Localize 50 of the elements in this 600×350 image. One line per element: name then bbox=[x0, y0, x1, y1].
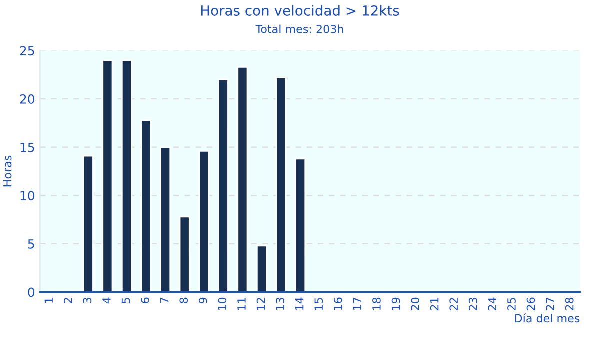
x-tick-label: 14 bbox=[296, 298, 304, 310]
bar bbox=[237, 66, 248, 292]
chart-subtitle: Total mes: 203h bbox=[256, 24, 344, 34]
x-tick-label: 12 bbox=[256, 298, 266, 310]
x-tick-label: 11 bbox=[238, 298, 246, 310]
x-tick-label: 28 bbox=[565, 298, 574, 310]
x-tick-label: 23 bbox=[468, 298, 478, 310]
x-tick-label: 10 bbox=[218, 298, 227, 310]
bar bbox=[121, 60, 132, 292]
bar bbox=[218, 79, 229, 292]
y-axis-title: Horas bbox=[3, 156, 12, 187]
x-tick-label: 4 bbox=[102, 298, 111, 304]
bar bbox=[160, 146, 172, 292]
bar bbox=[82, 155, 94, 292]
x-tick-label: 22 bbox=[450, 298, 458, 310]
x-tick-label: 13 bbox=[276, 298, 284, 310]
bar bbox=[102, 60, 114, 292]
x-tick-label: 20 bbox=[411, 298, 420, 310]
x-tick-label: 21 bbox=[430, 298, 439, 310]
x-tick-label: 24 bbox=[488, 298, 496, 310]
y-tick-label: 25 bbox=[20, 46, 34, 56]
x-tick-label: 3 bbox=[83, 298, 92, 304]
y-tick-label: 20 bbox=[20, 94, 35, 104]
x-tick-label: 15 bbox=[314, 298, 324, 310]
y-tick-label: 10 bbox=[20, 191, 35, 201]
x-tick-label: 8 bbox=[180, 298, 188, 304]
x-tick-label: 16 bbox=[334, 298, 342, 310]
x-tick-label: 5 bbox=[122, 298, 130, 304]
x-tick-label: 6 bbox=[141, 298, 150, 304]
x-tick-label: 25 bbox=[508, 298, 516, 310]
bar bbox=[256, 245, 268, 292]
bar bbox=[276, 77, 287, 292]
bar bbox=[198, 150, 210, 292]
x-tick-label: 19 bbox=[392, 298, 400, 310]
x-tick-label: 17 bbox=[353, 298, 362, 310]
x-tick-label: 9 bbox=[198, 298, 208, 304]
bar bbox=[140, 120, 152, 292]
x-tick-label: 7 bbox=[160, 298, 169, 304]
x-tick-label: 26 bbox=[526, 298, 536, 310]
x-tick-label: 27 bbox=[546, 298, 554, 310]
bar bbox=[179, 216, 190, 292]
x-tick-label: 18 bbox=[372, 298, 381, 310]
y-tick-label: 0 bbox=[28, 288, 35, 298]
x-tick-label: 2 bbox=[64, 298, 72, 304]
y-tick-label: 5 bbox=[28, 240, 34, 249]
bar bbox=[295, 158, 306, 292]
x-tick-label: 1 bbox=[44, 298, 53, 303]
x-axis-title: Día del mes bbox=[515, 314, 580, 323]
chart-title: Horas con velocidad > 12kts bbox=[201, 5, 400, 16]
y-tick-label: 15 bbox=[20, 142, 34, 152]
